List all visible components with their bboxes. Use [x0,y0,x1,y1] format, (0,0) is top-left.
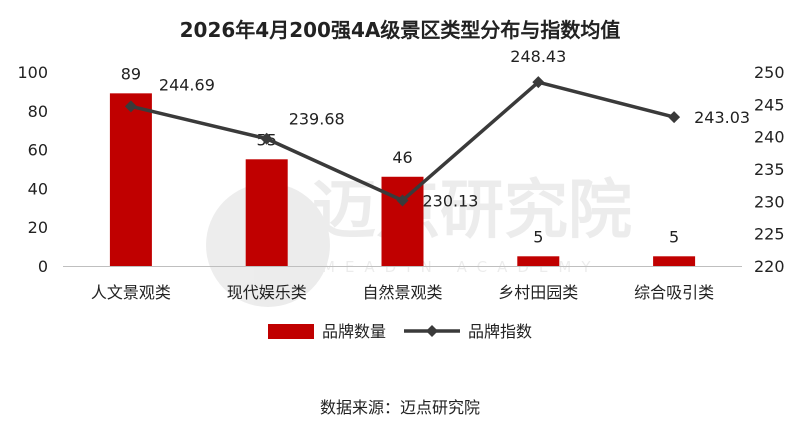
line-value-label: 248.43 [510,47,566,66]
x-tick-label: 综合吸引类 [634,283,714,302]
line-point [668,111,681,124]
legend-bar-label: 品牌数量 [322,322,386,341]
bar-value-label: 46 [392,148,412,167]
y-left-tick-label: 20 [28,218,48,237]
bar [245,159,288,266]
chart-title: 2026年4月200强4A级景区类型分布与指数均值 [180,18,621,42]
svg-text:迈点研究院: 迈点研究院 [312,174,632,248]
y-right-tick-label: 245 [754,95,785,114]
line-value-label: 243.03 [694,108,750,127]
bar [109,93,152,266]
y-left-tick-label: 80 [28,102,48,121]
source-note: 数据来源：迈点研究院 [320,398,480,417]
line-point [396,194,409,207]
y-left-tick-label: 100 [17,63,48,82]
y-right-tick-label: 230 [754,192,785,211]
line-value-label: 239.68 [289,110,345,129]
x-tick-label: 自然景观类 [362,283,442,302]
legend-line-marker [426,325,438,337]
line-point [124,100,137,113]
y-right-tick-label: 220 [754,257,785,276]
y-right-tick-label: 250 [754,63,785,82]
y-right-tick-label: 235 [754,160,785,179]
y-left-tick-label: 40 [28,179,48,198]
bar [653,256,696,266]
bar [517,256,560,266]
bar-value-label: 5 [669,227,679,246]
y-left-tick-label: 0 [38,257,48,276]
y-right-tick-label: 240 [754,128,785,147]
bar-value-label: 5 [533,227,543,246]
line-value-label: 230.13 [423,191,479,210]
x-tick-label: 人文景观类 [91,283,171,302]
x-tick-label: 现代娱乐类 [227,283,307,302]
bar [381,176,424,266]
legend-line-label: 品牌指数 [468,322,532,341]
line-point [532,76,545,89]
x-tick-label: 乡村田园类 [498,283,578,302]
line-point [260,132,273,145]
y-right-tick-label: 225 [754,225,785,244]
legend: 品牌数量 品牌指数 [268,322,532,341]
bar-value-label: 89 [121,64,141,83]
line-value-label: 244.69 [159,75,215,94]
legend-bar-swatch [268,324,314,339]
y-left-tick-label: 60 [28,141,48,160]
